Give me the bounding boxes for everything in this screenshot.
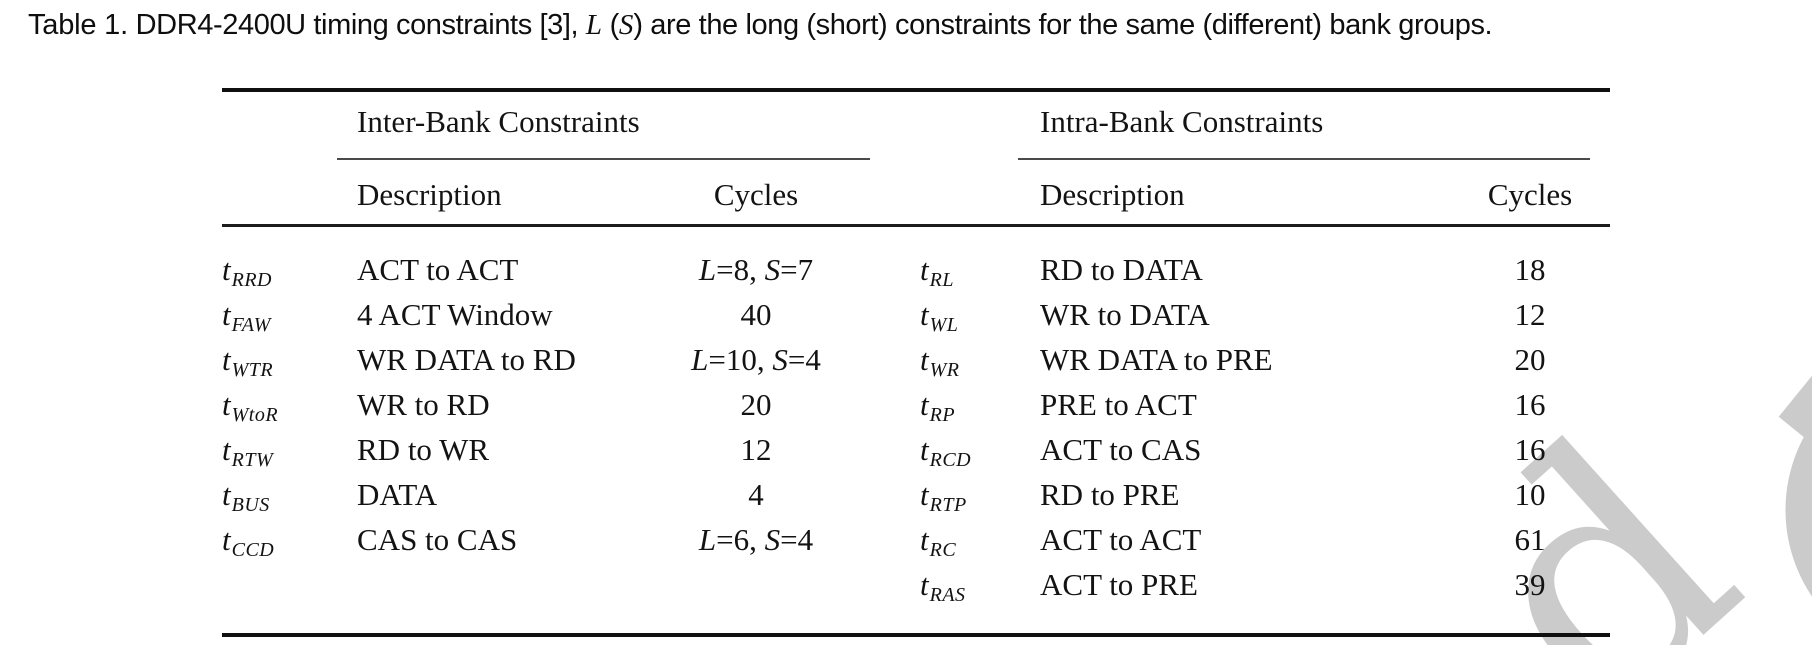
row-description: ACT to ACT (357, 252, 519, 287)
row-cycles: 12 (740, 432, 772, 467)
watermark-stroke (1778, 375, 1812, 444)
column-header-rule (222, 224, 1610, 227)
row-symbol: tBUS (222, 477, 270, 516)
group-title-inter-bank: Inter-Bank Constraints (357, 104, 640, 139)
row-description: WR DATA to PRE (1040, 342, 1273, 377)
row-symbol: tWL (920, 297, 959, 336)
row-cycles: 20 (740, 387, 772, 422)
column-header-cycles-left: Cycles (713, 177, 799, 212)
row-symbol: tWtoR (222, 387, 279, 426)
row-symbol: tWR (920, 342, 960, 381)
column-header-description-left: Description (357, 177, 502, 212)
row-description: 4 ACT Window (357, 297, 553, 332)
row-description: ACT to PRE (1040, 567, 1198, 602)
row-cycles: 16 (1514, 387, 1546, 422)
caption-segment: Table 1. (28, 9, 128, 41)
row-symbol: tRC (920, 522, 957, 561)
row-description: CAS to CAS (357, 522, 518, 557)
caption-segment: ( (601, 9, 620, 41)
row-symbol: tRL (920, 252, 954, 291)
table-caption: Table 1. DDR4-2400U timing constraints [… (28, 5, 1812, 45)
row-symbol: tRTP (920, 477, 967, 516)
row-cycles: 61 (1514, 522, 1546, 557)
row-cycles: 4 (748, 477, 764, 512)
row-symbol: tRP (920, 387, 956, 426)
inter-bank-group-rule (337, 158, 870, 160)
row-description: DATA (357, 477, 438, 512)
row-symbol: tCCD (222, 522, 275, 561)
row-description: WR to RD (357, 387, 490, 422)
group-title-intra-bank: Intra-Bank Constraints (1040, 104, 1324, 139)
row-cycles: 16 (1514, 432, 1546, 467)
row-description: WR DATA to RD (357, 342, 576, 377)
row-symbol: tFAW (222, 297, 271, 336)
row-description: ACT to ACT (1040, 522, 1202, 557)
row-cycles: 10 (1514, 477, 1546, 512)
row-symbol: tRTW (222, 432, 274, 471)
row-description: WR to DATA (1040, 297, 1210, 332)
column-header-description-right: Description (1040, 177, 1185, 212)
caption-segment: DDR4-2400U timing constraints [3], (127, 9, 586, 41)
row-cycles: L=8, S=7 (698, 252, 814, 287)
column-header-cycles-right: Cycles (1487, 177, 1573, 212)
row-symbol: tRAS (920, 567, 966, 606)
table-bottom-rule (222, 633, 1610, 637)
row-description: RD to WR (357, 432, 490, 467)
row-cycles: L=10, S=4 (691, 342, 821, 377)
row-symbol: tRRD (222, 252, 273, 291)
row-cycles: 12 (1514, 297, 1546, 332)
caption-segment: L (585, 9, 602, 41)
row-cycles: L=6, S=4 (698, 522, 814, 557)
table-top-rule (222, 88, 1610, 92)
row-cycles: 20 (1514, 342, 1546, 377)
row-description: PRE to ACT (1040, 387, 1197, 422)
caption-segment: ) are the long (short) constraints for t… (633, 9, 1493, 41)
row-description: ACT to CAS (1040, 432, 1202, 467)
caption-segment: S (618, 9, 634, 41)
row-cycles: 40 (740, 297, 772, 332)
row-cycles: 18 (1514, 252, 1546, 287)
row-symbol: tWTR (222, 342, 274, 381)
row-description: RD to DATA (1040, 252, 1203, 287)
row-description: RD to PRE (1040, 477, 1180, 512)
row-cycles: 39 (1514, 567, 1546, 602)
row-symbol: tRCD (920, 432, 972, 471)
intra-bank-group-rule (1018, 158, 1590, 160)
